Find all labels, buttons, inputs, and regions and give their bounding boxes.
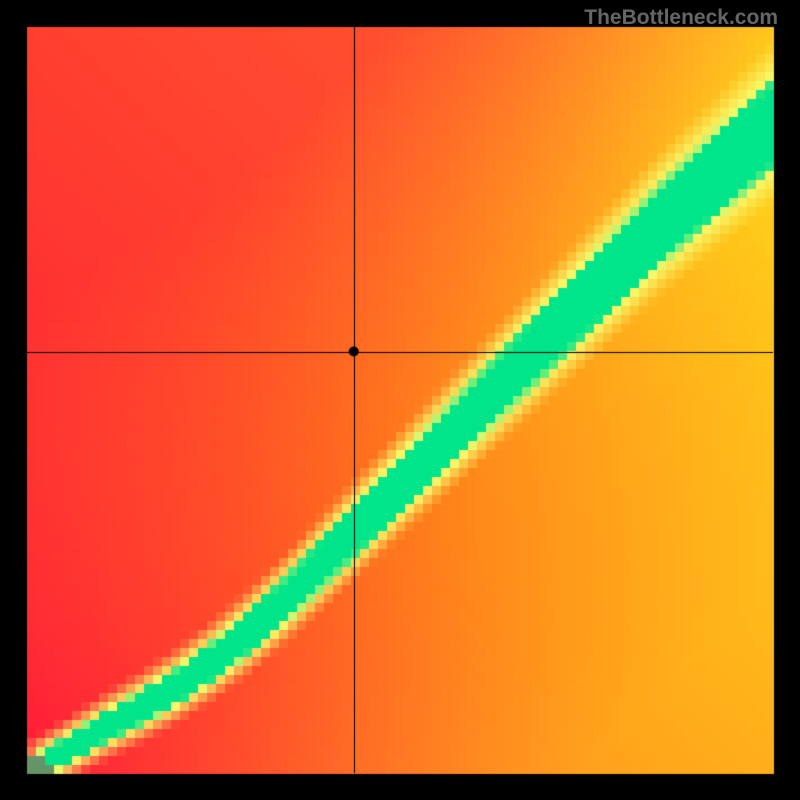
watermark-text: TheBottleneck.com: [584, 6, 778, 30]
chart-container: TheBottleneck.com: [0, 0, 800, 800]
bottleneck-heatmap: [0, 0, 800, 800]
